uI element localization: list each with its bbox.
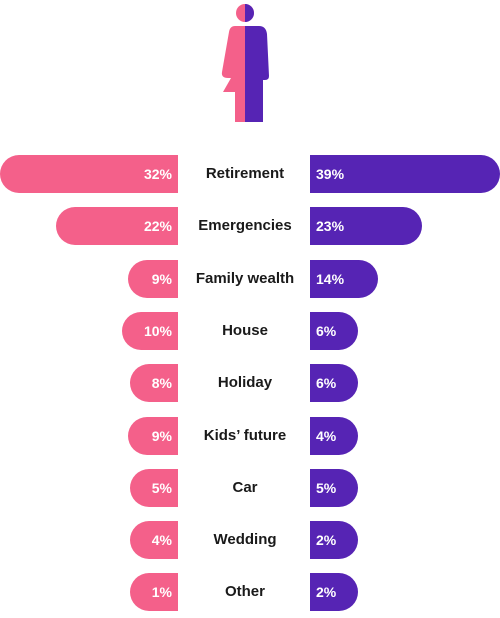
- bar-left-label: 9%: [151, 427, 172, 444]
- category-label: Other: [224, 583, 265, 601]
- bar-right-label: 14%: [316, 270, 345, 287]
- bar-left-3: 10%: [122, 311, 178, 350]
- bar-left-7: 4%: [130, 521, 178, 560]
- bar-right-label: 39%: [316, 166, 345, 182]
- category-label: House: [222, 321, 268, 339]
- bar-right-5: 4%: [310, 416, 358, 455]
- category-label: Holiday: [217, 374, 273, 392]
- bar-right-8: 2%: [310, 573, 358, 612]
- bar-left-label: 8%: [151, 375, 172, 392]
- bar-left-5: 9%: [127, 416, 178, 455]
- bar-right-label: 6%: [316, 375, 337, 392]
- bar-right-3: 6%: [310, 311, 358, 350]
- category-label: Kids’ future: [203, 426, 287, 444]
- bar-right-6: 5%: [310, 468, 358, 507]
- bar-right-0: 39%: [310, 155, 500, 193]
- bar-right-label: 6%: [316, 322, 337, 339]
- bar-left-2: 9%: [127, 259, 178, 298]
- bar-right-label: 23%: [316, 218, 345, 235]
- bar-right-7: 2%: [310, 521, 358, 560]
- category-label: Wedding: [213, 531, 277, 549]
- bar-right-label: 2%: [316, 584, 337, 601]
- category-label: Retirement: [205, 165, 285, 182]
- bar-right-label: 2%: [316, 532, 337, 549]
- bar-left-8: 1%: [130, 573, 178, 612]
- category-label: Emergencies: [198, 217, 292, 235]
- bar-left-label: 5%: [151, 479, 172, 496]
- bar-right-label: 4%: [316, 427, 337, 444]
- bar-left-label: 4%: [151, 532, 172, 549]
- bar-left-6: 5%: [130, 468, 178, 507]
- bar-right-1: 23%: [310, 207, 423, 246]
- category-label: Family wealth: [195, 269, 295, 287]
- bar-left-label: 32%: [143, 166, 172, 182]
- bar-left-4: 8%: [130, 364, 178, 403]
- bar-right-4: 6%: [310, 364, 358, 403]
- category-label: Car: [232, 478, 258, 496]
- bar-left-label: 22%: [143, 218, 172, 235]
- bar-left-label: 10%: [143, 322, 172, 339]
- bar-right-label: 5%: [316, 479, 337, 496]
- bar-right-2: 14%: [310, 259, 379, 298]
- bar-left-label: 9%: [151, 270, 172, 287]
- bar-left-0: 32%: [0, 155, 178, 193]
- man-woman-split-icon: [221, 4, 269, 122]
- bar-left-label: 1%: [151, 584, 172, 601]
- bar-left-1: 22%: [55, 207, 178, 246]
